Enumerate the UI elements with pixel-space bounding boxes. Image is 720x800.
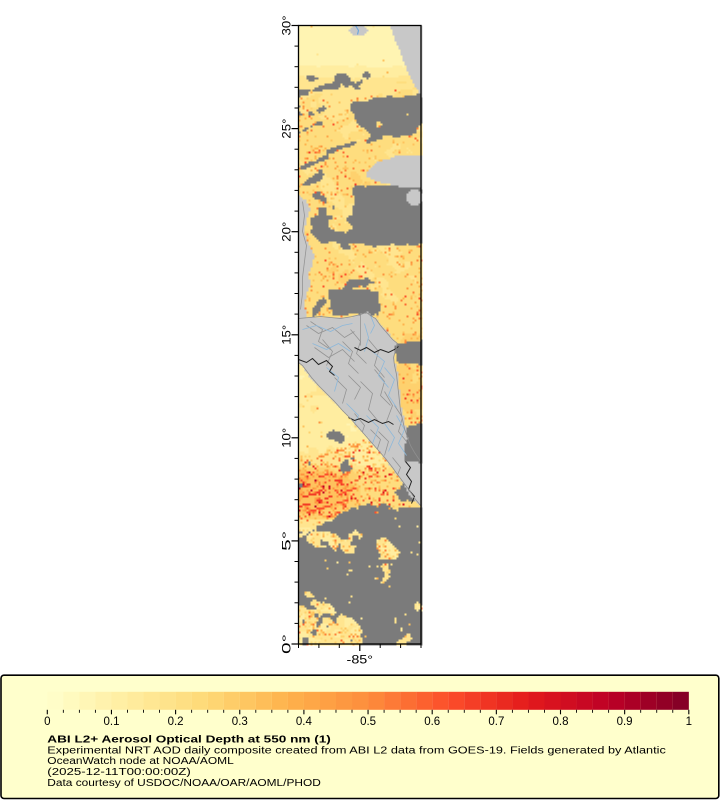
svg-text:25°: 25° — [279, 118, 293, 138]
svg-text:0.8: 0.8 — [553, 716, 569, 728]
svg-text:0.9: 0.9 — [617, 716, 633, 728]
svg-text:0.7: 0.7 — [488, 716, 504, 728]
svg-text:0.4: 0.4 — [296, 716, 313, 728]
svg-text:Data courtesy of USDOC/NOAA/OA: Data courtesy of USDOC/NOAA/OAR/AOML/PHO… — [47, 778, 321, 789]
svg-text:0.5: 0.5 — [360, 716, 376, 728]
svg-text:(2025-12-11T00:00:00Z): (2025-12-11T00:00:00Z) — [47, 767, 191, 778]
svg-text:1: 1 — [686, 716, 692, 728]
svg-text:15°: 15° — [279, 325, 293, 345]
svg-text:-85°: -85° — [347, 655, 374, 667]
svg-text:0.6: 0.6 — [424, 716, 440, 728]
svg-text:0: 0 — [44, 716, 50, 728]
svg-text:0.2: 0.2 — [168, 716, 184, 728]
svg-text:10°: 10° — [279, 428, 293, 448]
svg-text:20°: 20° — [279, 221, 293, 241]
svg-text:0°: 0° — [279, 634, 293, 654]
svg-text:30°: 30° — [279, 15, 293, 35]
svg-text:5°: 5° — [279, 531, 293, 551]
svg-text:Experimental NRT AOD daily com: Experimental NRT AOD daily composite cre… — [47, 745, 666, 756]
svg-text:OceanWatch node at NOAA/AOML: OceanWatch node at NOAA/AOML — [47, 756, 234, 767]
svg-text:0.1: 0.1 — [104, 716, 120, 728]
svg-text:ABI L2+ Aerosol Optical Depth: ABI L2+ Aerosol Optical Depth at 550 nm … — [47, 734, 331, 745]
svg-text:0.3: 0.3 — [232, 716, 248, 728]
